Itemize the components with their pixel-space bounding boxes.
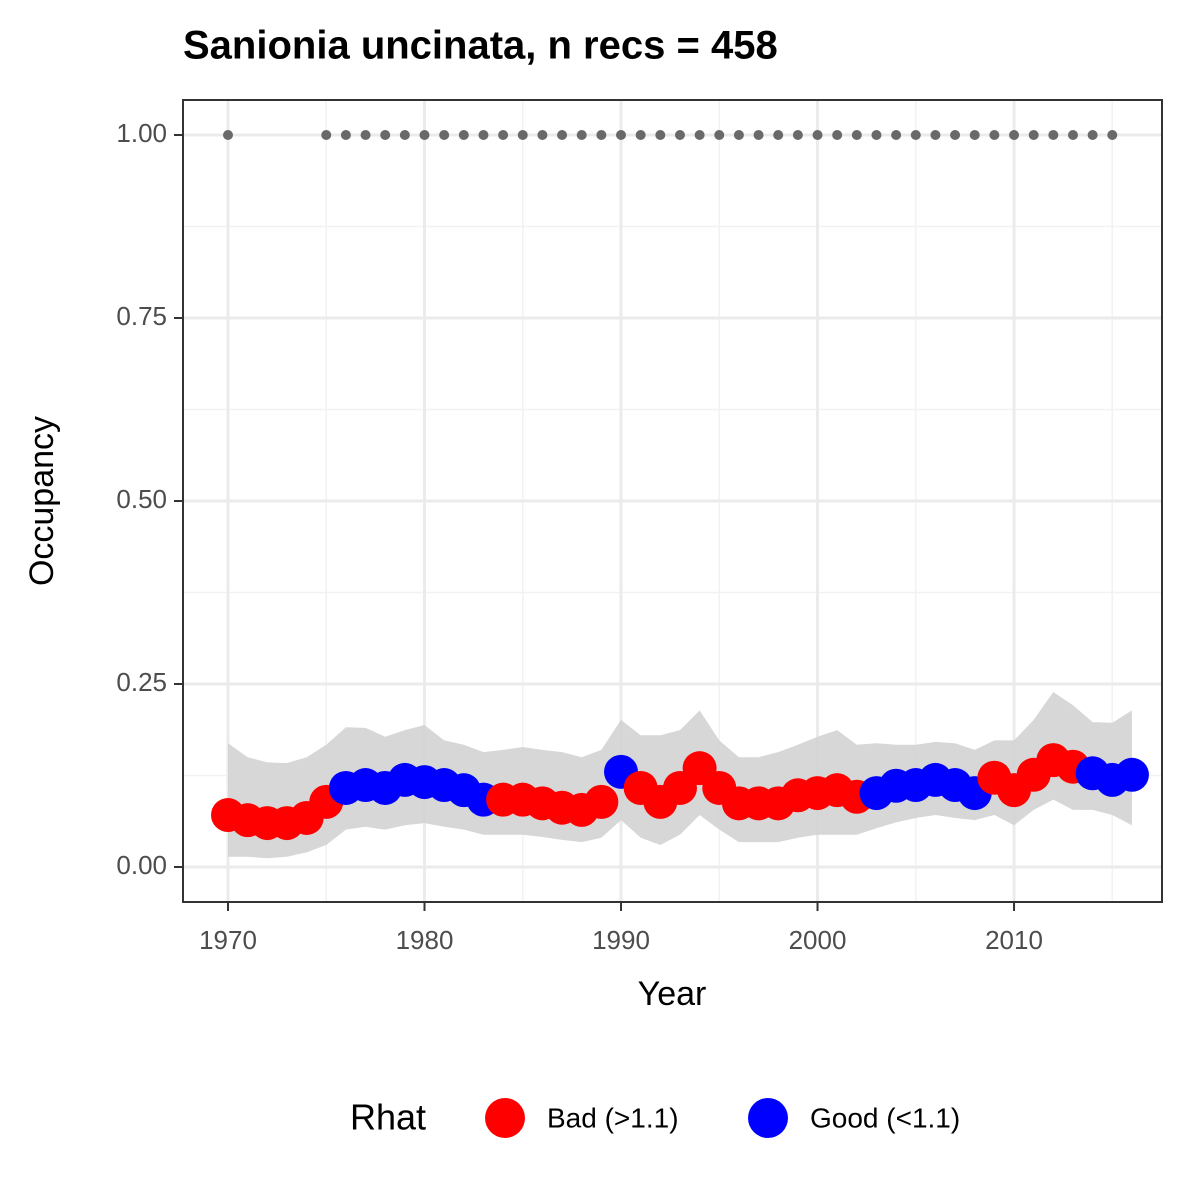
y-tick-label: 0.25 (116, 667, 167, 697)
detection-point (1087, 129, 1098, 140)
y-tick-label: 0.75 (116, 301, 167, 331)
detection-point (576, 129, 587, 140)
detection-point (773, 129, 784, 140)
detection-point (871, 129, 882, 140)
detection-point (498, 129, 509, 140)
x-tick-label: 1970 (199, 925, 257, 955)
detection-point (674, 129, 685, 140)
data-point (584, 784, 619, 819)
detection-point (557, 129, 568, 140)
y-tick-label: 1.00 (116, 118, 167, 148)
detection-point (753, 129, 764, 140)
detection-point (223, 129, 234, 140)
detection-point (478, 129, 489, 140)
panel-border (182, 99, 1163, 903)
detection-point (321, 129, 332, 140)
y-tick-label: 0.50 (116, 484, 167, 514)
x-tick-label: 1980 (396, 925, 454, 955)
detection-point (714, 129, 725, 140)
x-tick-label: 1990 (592, 925, 650, 955)
detection-point (380, 129, 391, 140)
legend-label: Bad (>1.1) (547, 1102, 679, 1133)
chart-title: Sanionia uncinata, n recs = 458 (183, 24, 778, 68)
detection-point (1107, 129, 1118, 140)
detection-point (694, 129, 705, 140)
detection-point (635, 129, 646, 140)
detection-point (733, 129, 744, 140)
detection-point (458, 129, 469, 140)
detection-point (596, 129, 607, 140)
detection-point (399, 129, 410, 140)
legend-marker (748, 1098, 788, 1138)
legend-title: Rhat (350, 1097, 426, 1138)
detection-point (419, 129, 430, 140)
detection-point (537, 129, 548, 140)
detection-point (340, 129, 351, 140)
detection-point (616, 129, 627, 140)
detection-point (832, 129, 843, 140)
detection-point (930, 129, 941, 140)
detection-point (360, 129, 371, 140)
detection-point (655, 129, 666, 140)
detection-point (792, 129, 803, 140)
detection-point (891, 129, 902, 140)
detection-point (1028, 129, 1039, 140)
y-tick-label: 0.00 (116, 850, 167, 880)
detection-point (439, 129, 450, 140)
detection-point (910, 129, 921, 140)
detection-point (1067, 129, 1078, 140)
x-tick-label: 2010 (985, 925, 1043, 955)
y-axis-title: Occupancy (23, 416, 61, 586)
x-tick-label: 2000 (789, 925, 847, 955)
legend-marker (485, 1098, 525, 1138)
detection-point (950, 129, 961, 140)
data-point (1114, 757, 1149, 792)
detection-point (969, 129, 980, 140)
legend-label: Good (<1.1) (810, 1102, 960, 1133)
detection-point (851, 129, 862, 140)
x-axis-title: Year (638, 975, 707, 1013)
detection-point (517, 129, 528, 140)
detection-point (1048, 129, 1059, 140)
detection-point (989, 129, 1000, 140)
detection-point (1009, 129, 1020, 140)
detection-point (812, 129, 823, 140)
